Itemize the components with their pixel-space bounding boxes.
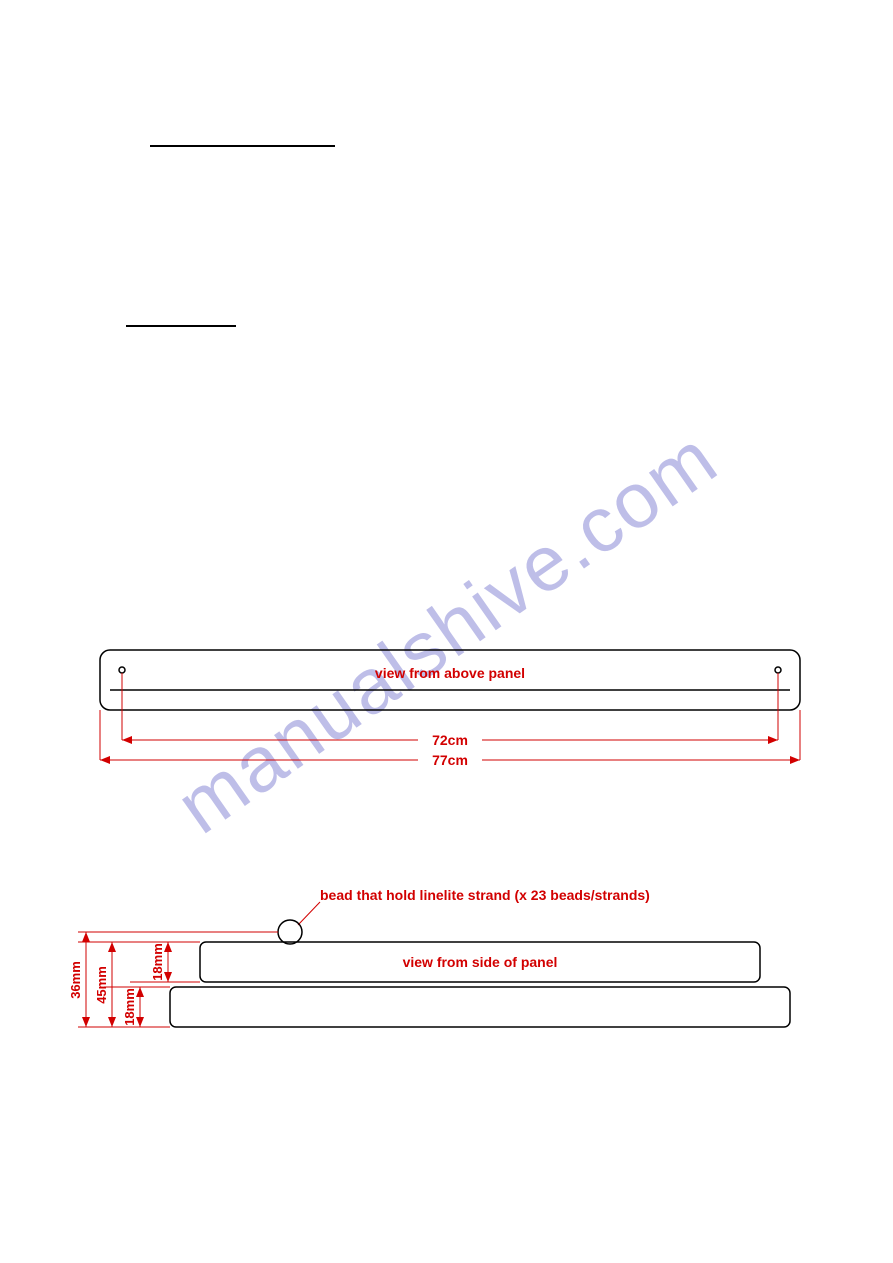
dim-18-lower-label: 18mm	[122, 988, 137, 1026]
dim-36-arr-b	[82, 1017, 90, 1027]
dim-18l-arr-b	[136, 1017, 144, 1027]
bead-leader	[298, 902, 320, 925]
header-rule-1	[150, 145, 335, 147]
dim-18-upper-label: 18mm	[150, 943, 165, 981]
dim-18u-arr-b	[164, 972, 172, 982]
dim-36-arr-t	[82, 932, 90, 942]
dim-36-label: 36mm	[68, 961, 83, 999]
diagram-side-view: bead that hold linelite strand (x 23 bea…	[0, 870, 893, 1130]
dim-72-arrow-r	[768, 736, 778, 744]
dim-77-arrow-r	[790, 756, 800, 764]
top-hole-left	[119, 667, 125, 673]
dim-45-label: 45mm	[94, 966, 109, 1004]
dim-72-label: 72cm	[432, 732, 468, 748]
top-hole-right	[775, 667, 781, 673]
dim-77-arrow-l	[100, 756, 110, 764]
dim-18u-arr-t	[164, 942, 172, 952]
dim-18l-arr-t	[136, 987, 144, 997]
diagram-top-view: view from above panel 72cm 77cm	[0, 640, 893, 840]
dim-72-arrow-l	[122, 736, 132, 744]
side-view-label: view from side of panel	[403, 954, 558, 970]
dim-45-arr-b	[108, 1017, 116, 1027]
bead-circle	[278, 920, 302, 944]
top-view-label: view from above panel	[375, 665, 525, 681]
dim-77-label: 77cm	[432, 752, 468, 768]
header-rule-2	[126, 325, 236, 327]
side-bottom-panel	[170, 987, 790, 1027]
bead-annotation: bead that hold linelite strand (x 23 bea…	[320, 887, 650, 903]
dim-45-arr-t	[108, 942, 116, 952]
